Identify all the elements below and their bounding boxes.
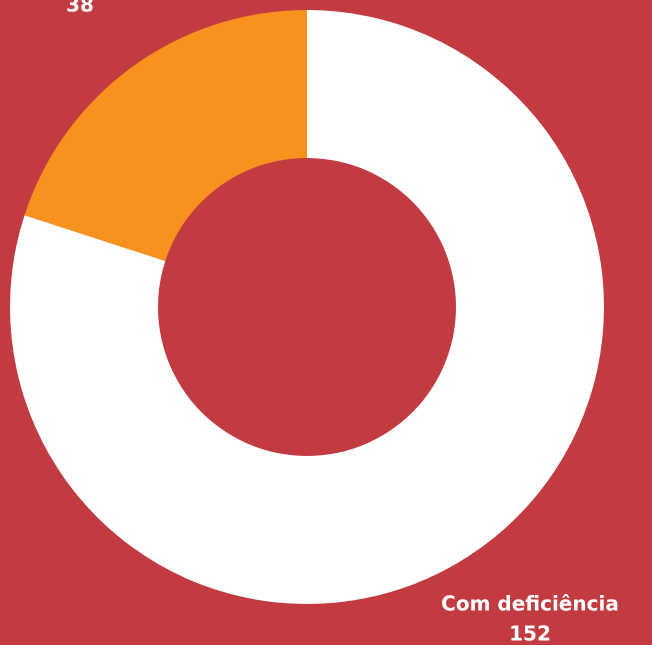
- slice-label: Com deficiência: [441, 592, 619, 616]
- donut-slice: [10, 10, 605, 604]
- slice-value: 38: [66, 0, 94, 17]
- donut-slice: [24, 10, 307, 261]
- slice-value: 152: [509, 622, 551, 645]
